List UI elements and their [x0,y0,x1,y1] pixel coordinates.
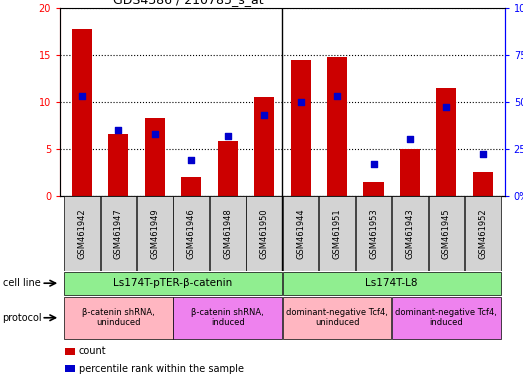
Bar [64,297,173,339]
Text: GSM461949: GSM461949 [151,208,160,258]
Point [260,112,268,118]
Point [223,132,232,139]
Bar [327,56,347,196]
Point [333,93,342,99]
Bar [465,196,501,271]
Point [369,161,378,167]
Bar [254,97,274,196]
Bar [392,196,428,271]
Point [406,136,414,142]
Text: GSM461948: GSM461948 [223,208,232,259]
Bar [174,196,209,271]
Text: GSM461950: GSM461950 [260,208,269,258]
Bar [428,196,464,271]
Bar [137,196,173,271]
Point [187,157,196,163]
Text: count: count [79,346,107,356]
Text: Ls174T-L8: Ls174T-L8 [366,278,418,288]
Bar [400,149,420,196]
Bar [181,177,201,196]
Text: GSM461945: GSM461945 [442,208,451,258]
Bar [100,196,137,271]
Point [114,127,122,133]
Bar [283,272,501,295]
Bar [283,196,319,271]
Bar [108,134,129,196]
Text: cell line: cell line [3,278,40,288]
Text: dominant-negative Tcf4,
uninduced: dominant-negative Tcf4, uninduced [286,308,388,328]
Bar [363,182,383,196]
Text: GSM461953: GSM461953 [369,208,378,259]
Bar [319,196,355,271]
Point [442,104,451,111]
Text: GSM461942: GSM461942 [77,208,86,258]
Bar [145,118,165,196]
Text: Ls174T-pTER-β-catenin: Ls174T-pTER-β-catenin [113,278,233,288]
Text: GSM461946: GSM461946 [187,208,196,259]
Bar [291,60,311,196]
Bar [174,297,282,339]
Bar [473,172,493,196]
Point [78,93,86,99]
Bar [392,297,501,339]
Bar [283,297,391,339]
Text: GSM461951: GSM461951 [333,208,342,258]
Point [151,131,159,137]
Text: GSM461944: GSM461944 [296,208,305,258]
Text: GSM461943: GSM461943 [405,208,414,259]
Bar [356,196,391,271]
Text: protocol: protocol [3,313,42,323]
Text: percentile rank within the sample: percentile rank within the sample [79,364,244,374]
Bar [72,29,92,196]
Bar [436,88,457,196]
Text: β-catenin shRNA,
induced: β-catenin shRNA, induced [191,308,264,328]
Text: GDS4386 / 210785_s_at: GDS4386 / 210785_s_at [113,0,264,7]
Bar [218,141,238,196]
Text: β-catenin shRNA,
uninduced: β-catenin shRNA, uninduced [82,308,155,328]
Bar [64,272,282,295]
Text: GSM461947: GSM461947 [114,208,123,259]
Bar [64,196,100,271]
Point [297,99,305,105]
Text: dominant-negative Tcf4,
induced: dominant-negative Tcf4, induced [395,308,497,328]
Bar [246,196,282,271]
Point [479,151,487,157]
Text: GSM461952: GSM461952 [479,208,487,258]
Bar [210,196,246,271]
